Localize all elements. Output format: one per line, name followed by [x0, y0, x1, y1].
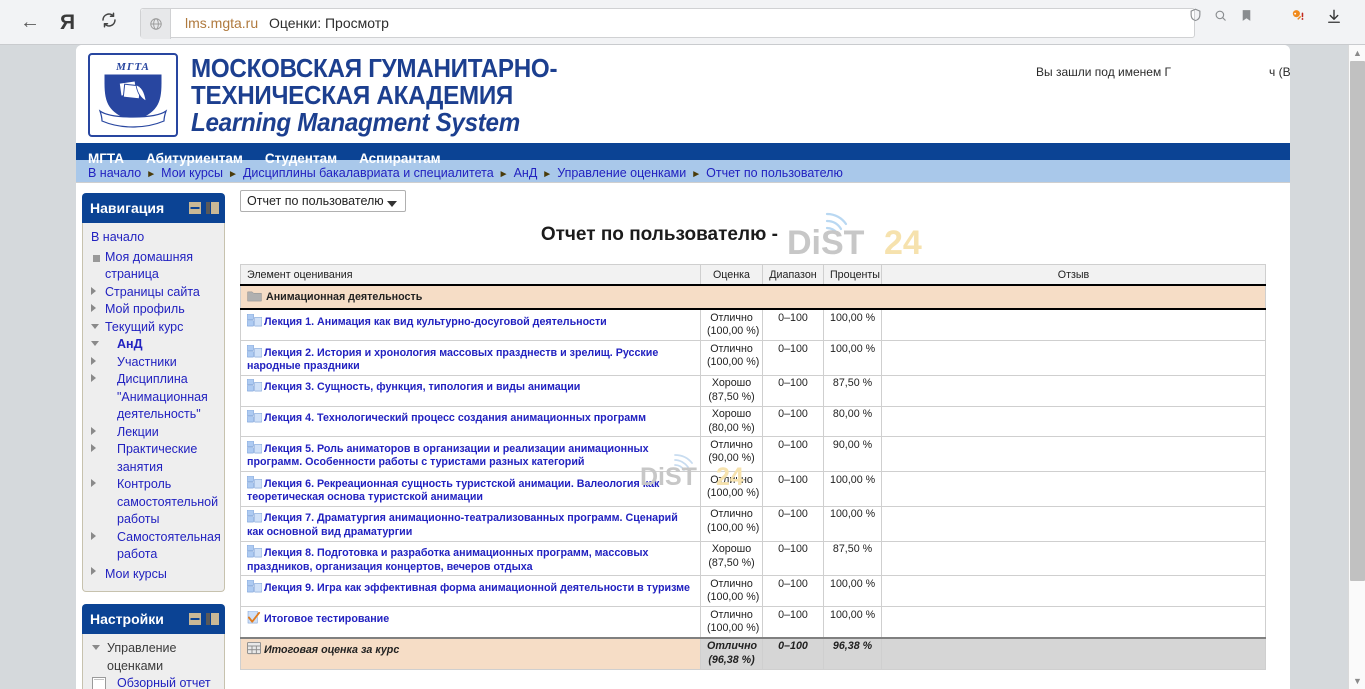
svg-text:DiST: DiST [787, 224, 865, 258]
svg-text:МГТА: МГТА [115, 61, 150, 73]
svg-text:24: 24 [884, 224, 922, 258]
